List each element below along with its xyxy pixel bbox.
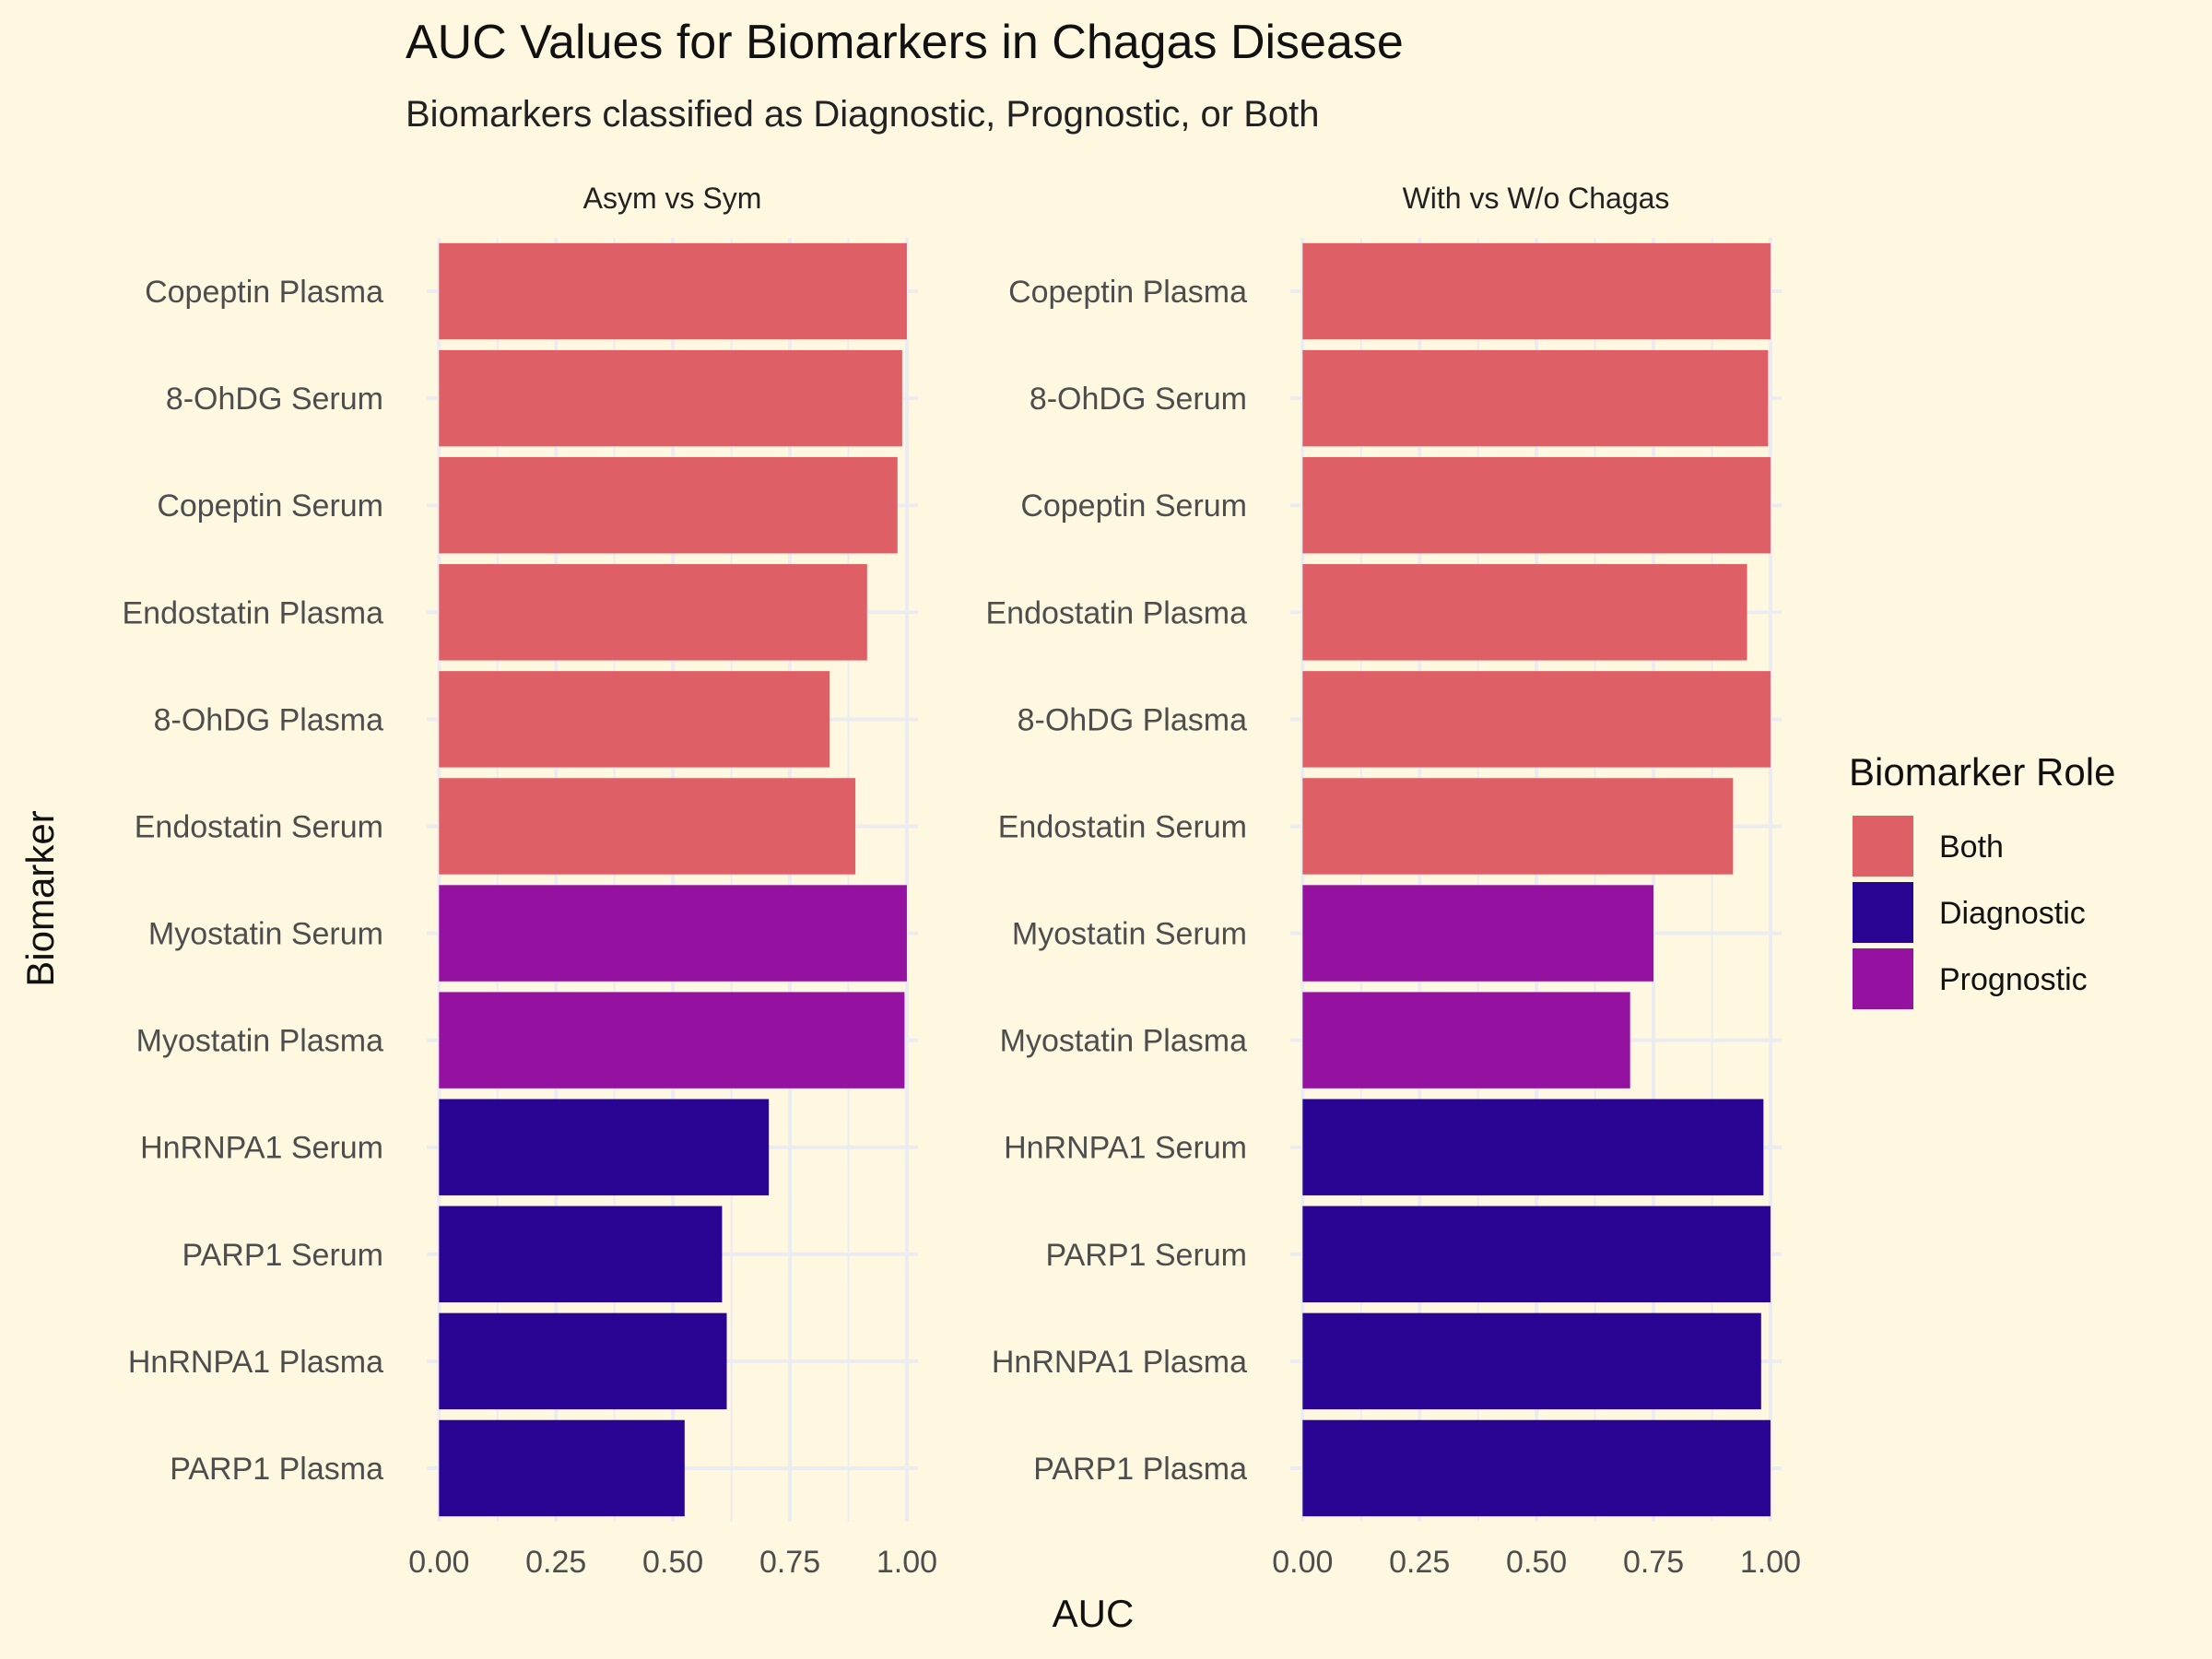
bar-parp1-serum [439, 1206, 723, 1303]
y-tick-label: HnRNPA1 Plasma [128, 1345, 383, 1380]
bar-myostatin-serum [439, 885, 907, 982]
x-tick-label: 0.25 [1389, 1545, 1450, 1580]
y-tick-label: Myostatin Serum [148, 917, 383, 952]
x-axis-title: AUC [1053, 1592, 1135, 1635]
bar-parp1-plasma [1302, 1419, 1771, 1517]
bar-parp1-plasma [439, 1419, 685, 1517]
legend-title: Biomarker Role [1849, 750, 2115, 794]
bar-8-ohdg-plasma [439, 671, 830, 768]
legend-label-prognostic: Prognostic [1939, 962, 2088, 997]
bar-hnrnpa1-plasma [1302, 1312, 1761, 1410]
y-tick-label: 8-OhDG Serum [166, 382, 383, 417]
x-tick-label: 0.75 [1623, 1545, 1684, 1580]
x-tick-label: 0.00 [1272, 1545, 1333, 1580]
y-tick-label: HnRNPA1 Serum [1004, 1131, 1247, 1166]
chart-subtitle: Biomarkers classified as Diagnostic, Pro… [406, 94, 1320, 135]
bar-endostatin-serum [439, 778, 856, 875]
bar-hnrnpa1-serum [1302, 1099, 1764, 1195]
bar-8-ohdg-serum [439, 349, 902, 447]
bar-myostatin-serum [1302, 885, 1654, 982]
legend-label-both: Both [1939, 830, 2004, 865]
y-tick-label: 8-OhDG Plasma [154, 702, 383, 737]
y-tick-label: Copeptin Plasma [145, 275, 383, 310]
y-tick-label: PARP1 Plasma [170, 1452, 383, 1487]
x-tick-label: 0.50 [642, 1545, 703, 1580]
panel-1: Asym vs Sym Copeptin Plasma 8-OhDG Serum Co… [123, 182, 938, 1580]
y-tick-label: Endostatin Plasma [123, 595, 384, 630]
bar-8-ohdg-plasma [1302, 671, 1771, 768]
x-tick-label: 0.50 [1506, 1545, 1567, 1580]
bar-myostatin-plasma [439, 992, 905, 1088]
legend-label-diagnostic: Diagnostic [1939, 896, 2086, 931]
x-tick-label: 0.25 [525, 1545, 586, 1580]
chart-panels: Asym vs Sym Copeptin Plasma 8-OhDG Serum Co… [123, 182, 1802, 1580]
bar-endostatin-plasma [439, 564, 867, 661]
x-tick-label: 0.00 [408, 1545, 469, 1580]
bar-hnrnpa1-serum [439, 1099, 770, 1195]
bar-copeptin-plasma [1302, 242, 1771, 340]
y-tick-label: PARP1 Serum [1045, 1238, 1247, 1273]
bar-myostatin-plasma [1302, 992, 1630, 1088]
y-tick-label: Myostatin Plasma [1000, 1024, 1247, 1059]
panel-strip-label: Asym vs Sym [583, 182, 762, 215]
legend-key-diagnostic [1853, 882, 1913, 943]
bar-8-ohdg-serum [1302, 349, 1769, 447]
y-tick-label: Myostatin Plasma [136, 1024, 383, 1059]
x-tick-label: 0.75 [759, 1545, 820, 1580]
y-tick-label: PARP1 Plasma [1033, 1452, 1247, 1487]
y-tick-label: Endostatin Plasma [986, 595, 1248, 630]
panel-strip-label: With vs W/o Chagas [1403, 182, 1670, 215]
y-tick-label: Copeptin Serum [1020, 488, 1247, 524]
y-tick-label: Copeptin Serum [157, 488, 383, 524]
y-tick-label: HnRNPA1 Serum [140, 1131, 383, 1166]
legend-key-both [1853, 816, 1913, 877]
panel-2: With vs W/o Chagas Copeptin Plasma 8-OhDG … [986, 182, 1802, 1580]
y-tick-label: Copeptin Plasma [1008, 275, 1247, 310]
y-tick-label: Endostatin Serum [135, 809, 383, 844]
bar-parp1-serum [1302, 1206, 1771, 1303]
y-tick-label: 8-OhDG Plasma [1018, 702, 1247, 737]
bar-endostatin-serum [1302, 778, 1734, 875]
bar-copeptin-serum [1302, 456, 1771, 554]
y-tick-label: PARP1 Serum [182, 1238, 383, 1273]
legend-key-prognostic [1853, 948, 1913, 1009]
x-tick-label: 1.00 [1740, 1545, 1801, 1580]
y-tick-label: Endostatin Serum [998, 809, 1247, 844]
y-tick-label: Myostatin Serum [1012, 917, 1247, 952]
legend: Biomarker Role Both Diagnostic Prognostic [1849, 750, 2115, 1009]
x-tick-label: 1.00 [877, 1545, 937, 1580]
chart-title: AUC Values for Biomarkers in Chagas Dise… [406, 16, 1404, 69]
bar-copeptin-serum [439, 456, 898, 554]
y-tick-label: HnRNPA1 Plasma [992, 1345, 1247, 1380]
bar-endostatin-plasma [1302, 564, 1747, 661]
bar-hnrnpa1-plasma [439, 1312, 727, 1410]
bar-copeptin-plasma [439, 242, 907, 340]
y-tick-label: 8-OhDG Serum [1030, 382, 1247, 417]
y-axis-title: Biomarker [18, 810, 62, 986]
